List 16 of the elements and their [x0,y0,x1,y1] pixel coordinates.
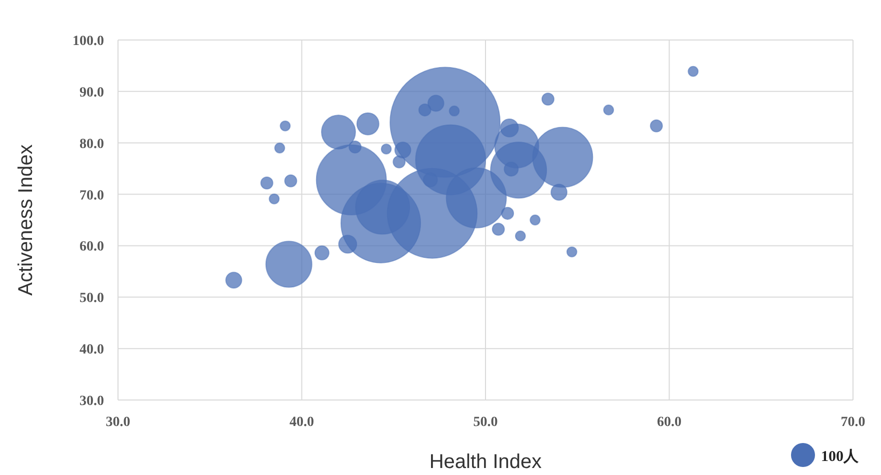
x-axis-title: Health Index [429,451,542,473]
y-tick-label: 60.0 [80,240,104,255]
y-tick-label: 70.0 [80,188,104,204]
y-tick-label: 100.0 [72,34,104,49]
x-tick-label: 50.0 [473,415,498,430]
y-tick-label: 80.0 [80,136,104,152]
legend-label: 100人 [821,448,860,465]
x-tick-label: 60.0 [657,415,682,430]
x-tick-label: 70.0 [840,415,866,430]
y-axis-title: Activeness Index [15,144,37,296]
y-tick-label: 30.0 [80,394,104,409]
y-tick-label: 40.0 [80,342,104,358]
x-tick-label: 40.0 [290,415,314,430]
y-tick-label: 50.0 [80,291,104,306]
x-tick-label: 30.0 [106,415,130,430]
y-tick-label: 90.0 [80,85,104,100]
